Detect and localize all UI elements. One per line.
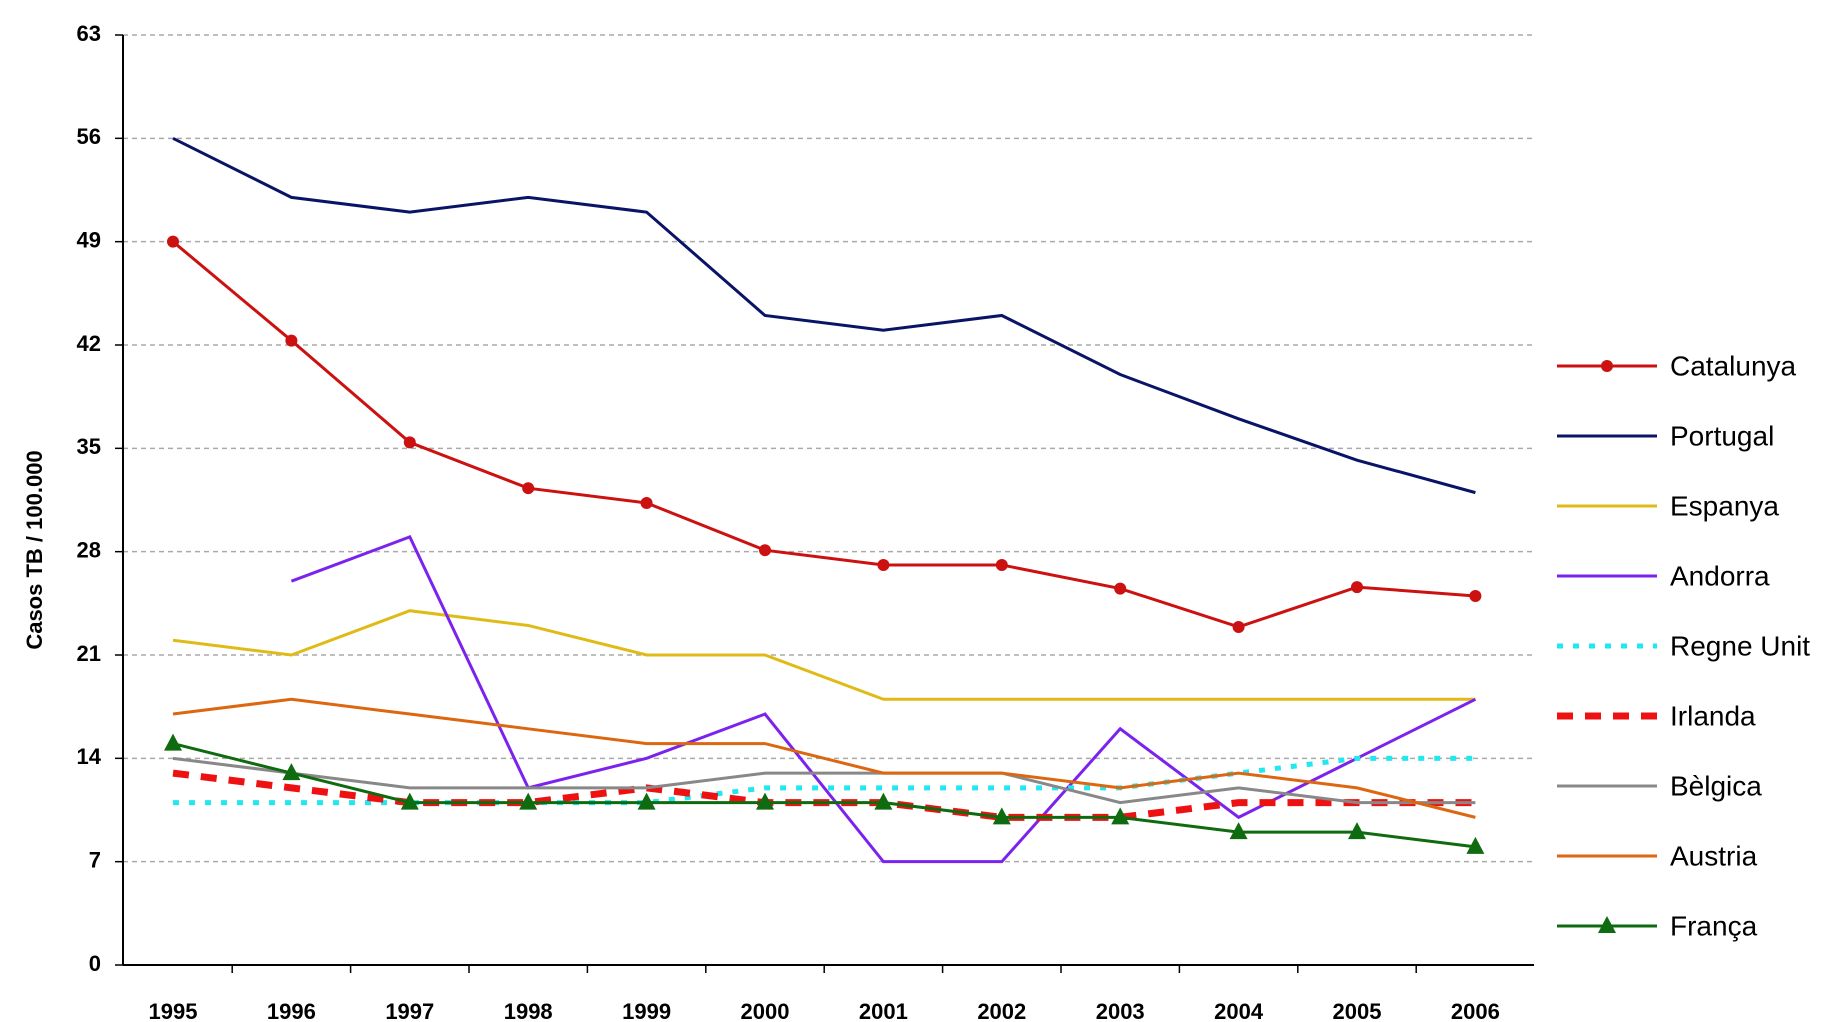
data-point — [1351, 581, 1363, 594]
series-line — [172, 697, 1476, 819]
data-point — [1114, 582, 1127, 595]
data-point — [1111, 807, 1130, 825]
data-point — [637, 792, 656, 810]
x-tick-label: 1999 — [622, 999, 671, 1022]
x-tick-label: 2004 — [1214, 999, 1264, 1022]
x-tick-label: 2003 — [1096, 999, 1145, 1022]
legend-label: Espanya — [1670, 490, 1779, 521]
y-tick-label: 63 — [77, 21, 101, 46]
legend-label: Irlanda — [1670, 700, 1756, 731]
x-tick-label: 1998 — [504, 999, 553, 1022]
data-point — [756, 792, 774, 810]
legend-marker — [1598, 916, 1616, 933]
y-axis-label: Casos TB / 100.000 — [22, 450, 47, 649]
x-tick-label: 2005 — [1333, 999, 1382, 1022]
legend-label: Bèlgica — [1670, 770, 1762, 801]
legend-label: Catalunya — [1670, 350, 1797, 381]
series-line — [172, 609, 1476, 701]
legend-label: Andorra — [1670, 560, 1770, 591]
legend-label: Portugal — [1670, 420, 1774, 451]
data-point — [992, 807, 1011, 825]
y-tick-label: 21 — [77, 641, 101, 666]
data-point — [995, 558, 1008, 571]
data-point — [759, 544, 771, 557]
y-tick-label: 42 — [77, 331, 101, 356]
data-point — [874, 792, 893, 810]
x-tick-label: 2001 — [859, 999, 908, 1022]
data-point — [167, 235, 179, 248]
y-tick-label: 35 — [77, 434, 101, 459]
y-tick-label: 28 — [77, 537, 101, 562]
data-point — [877, 558, 890, 571]
data-point — [1466, 836, 1485, 854]
series-line — [172, 742, 1476, 849]
x-tick-label: 1997 — [385, 999, 434, 1022]
y-tick-label: 49 — [77, 227, 101, 252]
y-tick-label: 7 — [89, 847, 101, 872]
legend-label: França — [1670, 910, 1758, 941]
data-point — [282, 763, 301, 781]
series-line — [172, 756, 1476, 805]
data-point — [164, 733, 182, 751]
data-point — [1348, 822, 1366, 840]
data-point — [1469, 589, 1482, 602]
data-point — [640, 496, 653, 509]
y-tick-label: 56 — [77, 124, 101, 149]
series-line — [172, 240, 1476, 629]
series-line — [290, 535, 1477, 864]
x-tick-label: 1995 — [149, 999, 198, 1022]
x-tick-label: 2006 — [1451, 999, 1500, 1022]
data-point — [1232, 620, 1245, 633]
data-point — [1229, 822, 1248, 840]
data-point — [285, 334, 298, 347]
x-tick-label: 2002 — [977, 999, 1026, 1022]
x-tick-label: 2000 — [741, 999, 790, 1022]
data-point — [400, 792, 419, 810]
y-tick-label: 0 — [89, 951, 101, 976]
data-point — [519, 792, 538, 810]
x-tick-label: 1996 — [267, 999, 316, 1022]
series-line — [172, 136, 1476, 495]
data-point — [403, 436, 416, 449]
data-point — [522, 482, 535, 495]
legend-marker — [1601, 360, 1613, 372]
y-tick-label: 14 — [77, 744, 102, 769]
legend-label: Austria — [1670, 840, 1758, 871]
legend-label: Regne Unit — [1670, 630, 1810, 661]
